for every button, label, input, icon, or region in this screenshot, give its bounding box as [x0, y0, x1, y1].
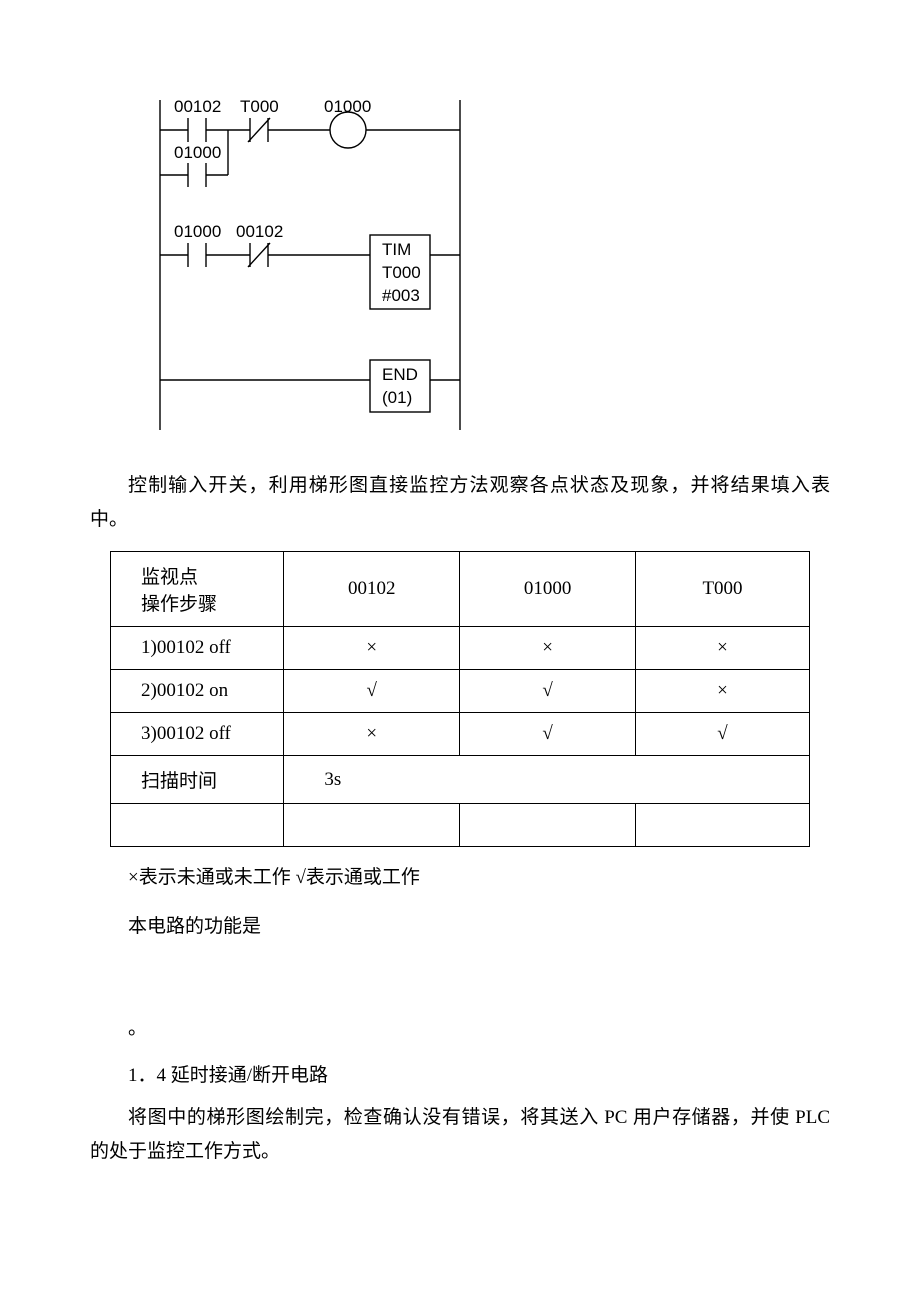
- hdr-left-line2: 操作步骤: [141, 589, 269, 616]
- legend-text: ×表示未通或未工作 √表示通或工作: [90, 861, 830, 895]
- val-cell: √: [636, 713, 810, 756]
- draw-paragraph: 将图中的梯形图绘制完，检查确认没有错误，将其送入 PC 用户存储器，并使 PLC…: [90, 1101, 830, 1169]
- r1-coil-label: 01000: [324, 97, 371, 116]
- r2-c1-label: 01000: [174, 222, 221, 241]
- table-header-row: 监视点 操作步骤 00102 01000 T000: [111, 552, 810, 627]
- r3-end-l1: END: [382, 365, 418, 384]
- scan-value: 3s: [284, 756, 810, 804]
- val-cell: ×: [284, 627, 460, 670]
- function-label: 本电路的功能是: [90, 910, 830, 944]
- r1-branch-label: 01000: [174, 143, 221, 162]
- val-cell: √: [460, 713, 636, 756]
- period: 。: [90, 1012, 830, 1046]
- scan-row: 扫描时间 3s: [111, 756, 810, 804]
- table-row: 1)00102 off × × ×: [111, 627, 810, 670]
- r2-c2-label: 00102: [236, 222, 283, 241]
- step-cell: 2)00102 on: [111, 670, 284, 713]
- step-cell: 1)00102 off: [111, 627, 284, 670]
- r2-tim-l3: #003: [382, 286, 420, 305]
- r1-c1-label: 00102: [174, 97, 221, 116]
- monitor-paragraph: 控制输入开关，利用梯形图直接监控方法观察各点状态及现象，并将结果填入表中。: [90, 469, 830, 537]
- col-t000: T000: [636, 552, 810, 627]
- table-row: 3)00102 off × √ √: [111, 713, 810, 756]
- observation-table: 监视点 操作步骤 00102 01000 T000 1)00102 off × …: [110, 551, 810, 847]
- r2-tim-l1: TIM: [382, 240, 411, 259]
- ladder-diagram: 00102 T000 01000 01000 01000 00102 TIM T…: [140, 80, 480, 440]
- fill-blank: [90, 958, 830, 998]
- val-cell: ×: [636, 670, 810, 713]
- col-01000: 01000: [460, 552, 636, 627]
- val-cell: √: [460, 670, 636, 713]
- val-cell: ×: [284, 713, 460, 756]
- r3-end-l2: (01): [382, 388, 412, 407]
- val-cell: ×: [636, 627, 810, 670]
- scan-label: 扫描时间: [111, 756, 284, 804]
- empty-row: [111, 804, 810, 847]
- document-page: 00102 T000 01000 01000 01000 00102 TIM T…: [0, 0, 920, 1243]
- val-cell: ×: [460, 627, 636, 670]
- val-cell: √: [284, 670, 460, 713]
- col-00102: 00102: [284, 552, 460, 627]
- hdr-left-line1: 监视点: [141, 562, 269, 589]
- r2-tim-l2: T000: [382, 263, 421, 282]
- step-cell: 3)00102 off: [111, 713, 284, 756]
- r1-c2-label: T000: [240, 97, 279, 116]
- section-heading: 1．4 延时接通/断开电路: [90, 1060, 830, 1087]
- table-row: 2)00102 on √ √ ×: [111, 670, 810, 713]
